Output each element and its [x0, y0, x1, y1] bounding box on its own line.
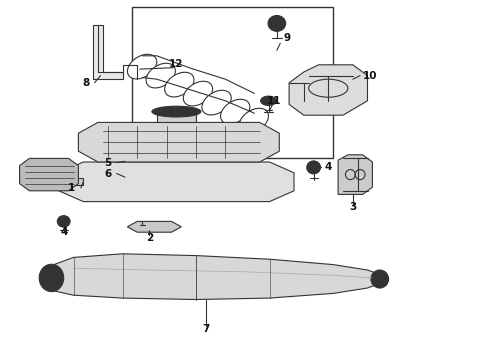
Text: 12: 12 — [169, 59, 184, 69]
Text: 8: 8 — [82, 78, 89, 88]
Polygon shape — [93, 25, 122, 79]
Ellipse shape — [146, 63, 175, 88]
Text: 2: 2 — [146, 233, 153, 243]
Ellipse shape — [220, 99, 250, 124]
Text: 10: 10 — [363, 71, 377, 81]
Ellipse shape — [202, 90, 231, 115]
Polygon shape — [20, 158, 78, 191]
Polygon shape — [127, 221, 181, 232]
Ellipse shape — [239, 108, 269, 133]
Ellipse shape — [371, 270, 389, 288]
Ellipse shape — [165, 72, 194, 97]
Polygon shape — [289, 65, 368, 115]
Polygon shape — [338, 155, 372, 194]
Ellipse shape — [307, 161, 320, 174]
Polygon shape — [49, 178, 83, 185]
Text: 1: 1 — [68, 183, 74, 193]
Ellipse shape — [152, 106, 201, 117]
Text: 7: 7 — [202, 324, 210, 334]
Ellipse shape — [268, 15, 286, 31]
Text: 4: 4 — [324, 162, 332, 172]
Ellipse shape — [183, 81, 213, 106]
Text: 3: 3 — [349, 202, 356, 212]
Polygon shape — [59, 162, 294, 202]
Text: 4: 4 — [60, 227, 68, 237]
Polygon shape — [78, 122, 279, 162]
Ellipse shape — [127, 54, 157, 79]
Polygon shape — [157, 112, 196, 122]
Text: 6: 6 — [104, 168, 111, 179]
Text: 9: 9 — [283, 33, 290, 43]
Text: 11: 11 — [267, 96, 282, 106]
Ellipse shape — [39, 264, 64, 292]
Ellipse shape — [261, 96, 276, 105]
Bar — [132, 7, 333, 158]
Ellipse shape — [57, 216, 70, 227]
Polygon shape — [49, 254, 382, 300]
Text: 5: 5 — [104, 158, 111, 168]
